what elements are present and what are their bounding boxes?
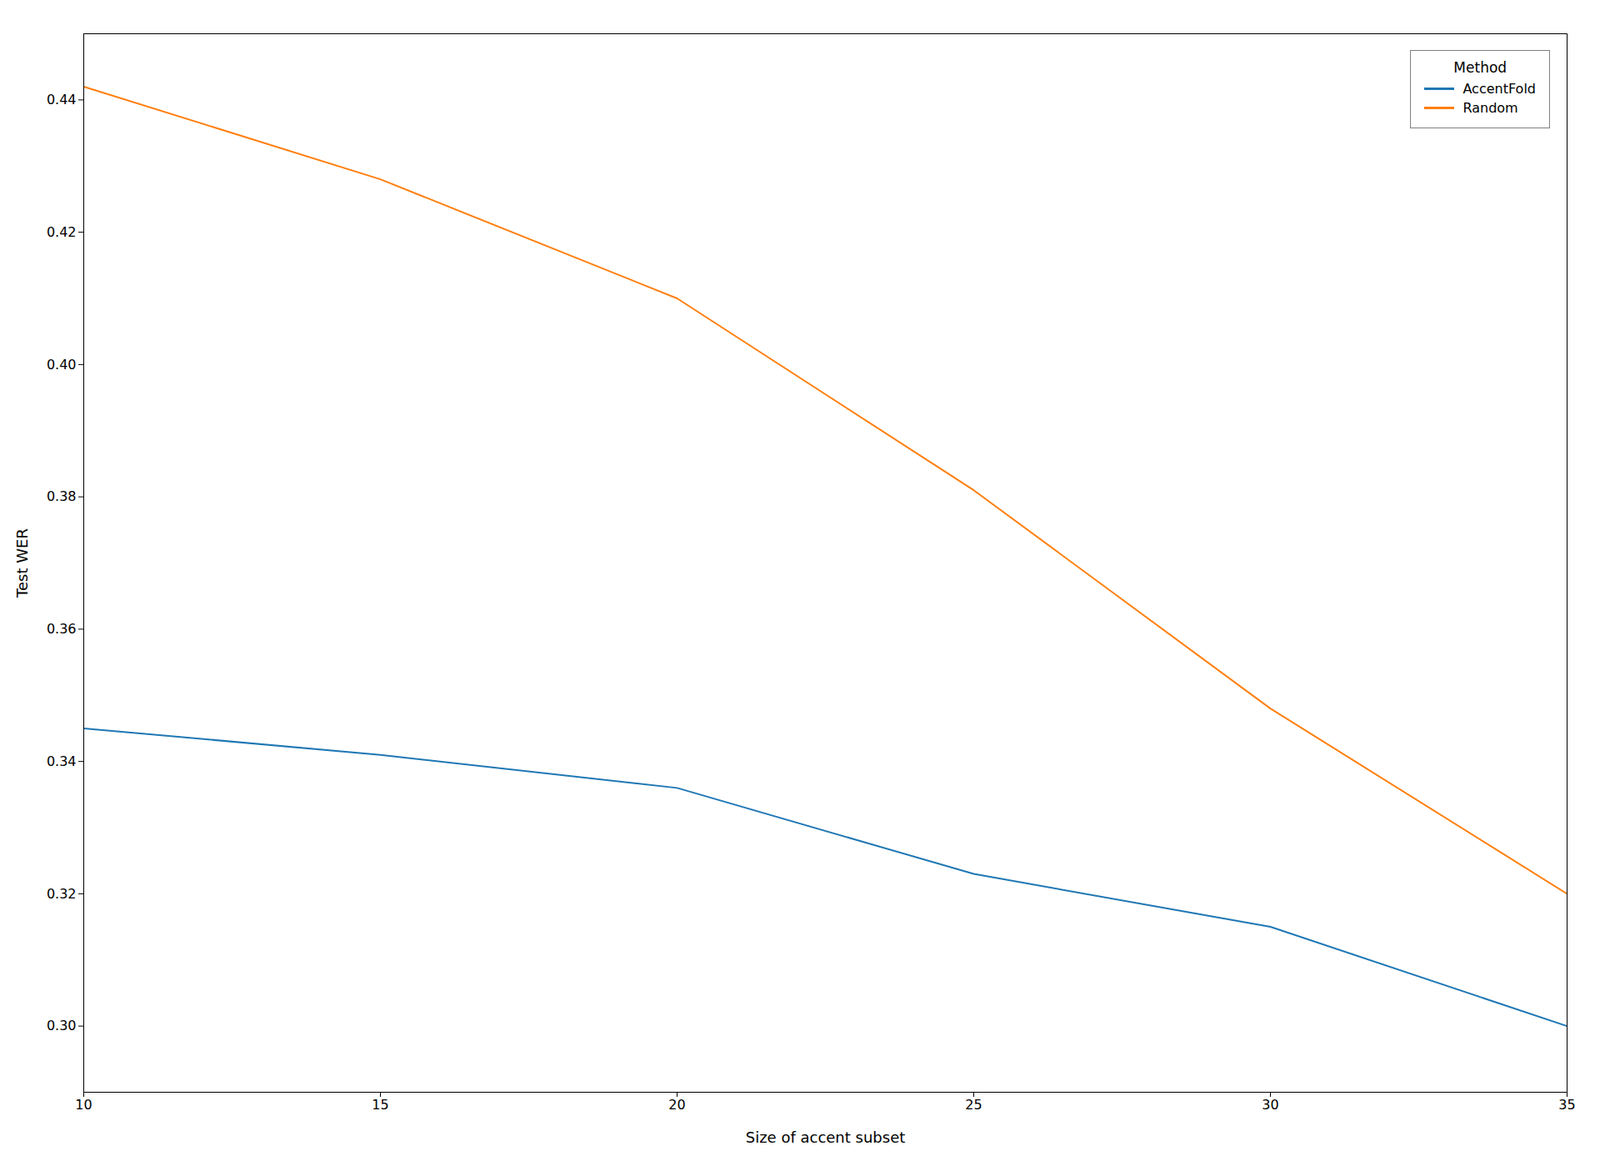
html-text:AccentFold: AccentFold	[1462, 80, 1536, 97]
html-text:Random: Random	[1462, 100, 1519, 116]
svg-text:0.38: 0.38	[46, 488, 77, 505]
svg-text:35: 35	[1558, 1096, 1575, 1113]
svg-text:Size of accent subset: Size of accent subset	[745, 1128, 906, 1146]
svg-text:Test WER: Test WER	[13, 528, 31, 599]
svg-text:20: 20	[668, 1096, 685, 1113]
svg-text:0.34: 0.34	[46, 753, 77, 770]
svg-text:15: 15	[371, 1096, 389, 1113]
svg-text:30: 30	[1261, 1096, 1279, 1113]
svg-text:0.30: 0.30	[46, 1017, 77, 1034]
svg-text:25: 25	[965, 1096, 982, 1113]
svg-text:0.42: 0.42	[46, 224, 77, 240]
svg-text:0.44: 0.44	[46, 91, 77, 108]
html-text:Method: Method	[1453, 59, 1507, 76]
svg-text:10: 10	[75, 1096, 92, 1113]
svg-text:0.40: 0.40	[46, 355, 77, 372]
svg-text:0.36: 0.36	[46, 620, 77, 637]
svg-text:0.32: 0.32	[46, 885, 77, 901]
